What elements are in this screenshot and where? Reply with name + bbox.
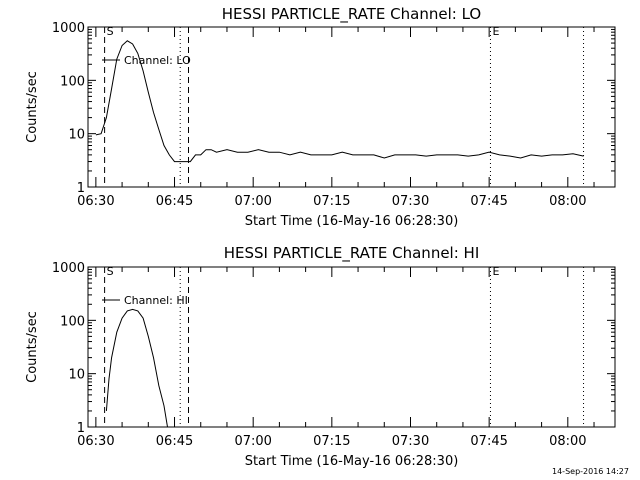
p1-marker-label: E — [492, 25, 499, 38]
p2-marker-label: S — [107, 265, 114, 278]
p2-y-axis-label: Counts/sec — [25, 311, 40, 383]
p2-y-tick-label: 10 — [68, 368, 85, 383]
p1-x-tick-label: 07:15 — [313, 194, 350, 209]
p1-series-line — [95, 40, 584, 163]
p2-x-tick-label: 07:15 — [313, 434, 350, 449]
p2-x-axis-label: Start Time (16-May-16 06:28:30) — [245, 454, 459, 469]
p1-x-tick-label: 07:00 — [234, 194, 271, 209]
p1-y-axis-label: Counts/sec — [25, 71, 40, 143]
p1-marker-label: S — [107, 25, 114, 38]
p1-y-tick-label: 1 — [77, 181, 85, 196]
p1-x-tick-label: 08:00 — [549, 194, 586, 209]
p2-x-tick-label: 07:30 — [392, 434, 429, 449]
p2-x-tick-label: 08:00 — [549, 434, 586, 449]
p1-plot-frame — [87, 26, 616, 188]
p1-x-tick-label: 06:45 — [156, 194, 193, 209]
p1-y-tick-label: 1000 — [52, 21, 85, 36]
p1-x-tick-label: 07:30 — [392, 194, 429, 209]
p2-legend-label: Channel: HI — [124, 294, 188, 307]
p2-plot-frame — [87, 266, 616, 428]
p2-series-line — [105, 308, 168, 428]
p2-marker-label: E — [492, 265, 499, 278]
p2-x-tick-label: 06:30 — [77, 434, 114, 449]
p1-x-tick-label: 06:30 — [77, 194, 114, 209]
p2-chart-title: HESSI PARTICLE_RATE Channel: HI — [224, 244, 480, 263]
p1-legend-label: Channel: LO — [124, 54, 191, 67]
p2-y-tick-label: 1000 — [52, 261, 85, 276]
p2-x-tick-label: 07:00 — [234, 434, 271, 449]
p1-chart-title: HESSI PARTICLE_RATE Channel: LO — [222, 5, 481, 24]
p1-x-axis-label: Start Time (16-May-16 06:28:30) — [245, 214, 459, 229]
p1-x-tick-label: 07:45 — [470, 194, 507, 209]
p1-y-tick-label: 100 — [60, 74, 85, 89]
p1-y-tick-label: 10 — [68, 128, 85, 143]
footer-timestamp: 14-Sep-2016 14:27 — [552, 467, 629, 476]
p2-y-tick-label: 1 — [77, 421, 85, 436]
p2-x-tick-label: 06:45 — [156, 434, 193, 449]
p2-y-tick-label: 100 — [60, 314, 85, 329]
p2-x-tick-label: 07:45 — [470, 434, 507, 449]
